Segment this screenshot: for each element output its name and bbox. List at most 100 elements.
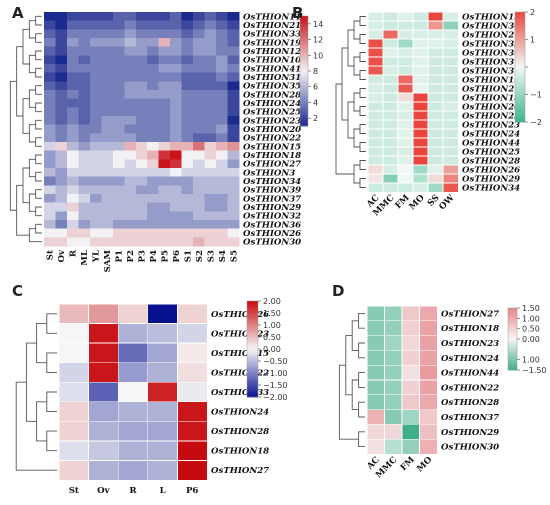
row-dendrogram-c-branch: [46, 352, 57, 373]
heatmap-cell-a: [147, 194, 160, 203]
row-dendrogram-b-branch: [359, 142, 366, 152]
heatmap-cell-a: [170, 72, 182, 82]
heatmap-cell-a: [66, 150, 79, 160]
row-label-a: OsTHION29: [243, 203, 301, 213]
heatmap-cell-a: [101, 98, 114, 108]
heatmap-cell-c: [147, 420, 179, 442]
heatmap-cell-a: [158, 202, 171, 212]
row-dendrogram-a-branch: [28, 54, 36, 74]
heatmap-cell-a: [158, 90, 171, 99]
row-dendrogram-d-branch: [351, 320, 359, 351]
heatmap-cell-a: [112, 29, 125, 39]
heatmap-cell-a: [44, 211, 56, 221]
heatmap-cell-d: [384, 350, 403, 366]
row-label-c: OsTHION15: [211, 349, 269, 359]
colorbar-segment-a: [300, 54, 308, 58]
row-label-d: OsTHION37: [441, 413, 499, 423]
column-label-a: S5: [229, 250, 239, 262]
column-label-a: P2: [126, 250, 136, 262]
colorbar-segment-c: [247, 320, 258, 323]
heatmap-cell-a: [135, 72, 148, 82]
column-label-a: ML: [80, 250, 90, 266]
heatmap-cell-a: [204, 46, 217, 56]
colorbar-tick-label-b: 1: [530, 36, 535, 45]
heatmap-cell-a: [147, 142, 160, 151]
row-dendrogram-b-branch: [353, 56, 360, 76]
heatmap-cell-b: [412, 110, 429, 121]
colorbar-segment-b: [515, 89, 525, 93]
heatmap-cell-b: [412, 47, 429, 58]
row-dendrogram-b-branch: [359, 52, 366, 62]
heatmap-cell-b: [382, 56, 399, 67]
colorbar-segment-d: [508, 329, 517, 332]
panel-label-a: A: [12, 4, 24, 22]
heatmap-cell-a: [89, 81, 102, 91]
colorbar-segment-b: [515, 14, 525, 18]
heatmap-cell-a: [78, 90, 91, 99]
heatmap-cell-a: [78, 116, 91, 125]
colorbar-tick-label-c: 0.00: [263, 345, 281, 354]
row-dendrogram-a-branch: [35, 85, 42, 95]
heatmap-cell-a: [158, 12, 171, 21]
row-dendrogram-a-branch: [9, 80, 17, 211]
heatmap-cell-b: [367, 65, 384, 76]
column-label-a: P6: [172, 250, 182, 262]
heatmap-cell-b: [397, 164, 414, 175]
heatmap-cell-a: [101, 150, 114, 160]
heatmap-cell-a: [135, 211, 148, 221]
colorbar-segment-b: [515, 86, 525, 90]
heatmap-cell-a: [101, 211, 114, 221]
heatmap-panel-d: D OsTHION27 OsTHION18 OsTHION23 OsTHION24 OsT…: [332, 282, 547, 480]
heatmap-cell-c: [58, 303, 90, 325]
colorbar-segment-c: [247, 325, 258, 328]
heatmap-cell-a: [193, 29, 205, 39]
row-label-b: OsTHION32: [462, 40, 520, 50]
heatmap-cell-a: [124, 90, 137, 99]
heatmap-cell-b: [382, 119, 399, 130]
heatmap-cell-a: [147, 159, 160, 169]
colorbar-tick-label-c: 1.00: [263, 321, 281, 330]
column-label-a: P4: [149, 250, 159, 262]
heatmap-cell-a: [89, 202, 102, 212]
heatmap-cell-b: [367, 119, 384, 130]
heatmap-cell-b: [367, 74, 384, 85]
heatmap-cell-a: [181, 211, 194, 221]
heatmap-cell-b: [427, 182, 444, 193]
heatmap-cell-a: [78, 228, 91, 238]
heatmap-cell-a: [170, 81, 182, 91]
colorbar-segment-b: [515, 100, 525, 104]
heatmap-cell-a: [135, 176, 148, 186]
heatmap-cell-c: [147, 381, 179, 403]
heatmap-cell-a: [44, 98, 56, 108]
row-label-b: OsTHION26: [462, 166, 520, 176]
heatmap-cell-a: [170, 38, 182, 47]
colorbar-segment-d: [508, 312, 517, 315]
heatmap-cell-a: [158, 237, 171, 247]
colorbar-segment-c: [247, 341, 258, 345]
heatmap-cell-b: [397, 173, 414, 184]
heatmap-cell-a: [227, 64, 240, 73]
heatmap-cell-b: [442, 128, 459, 139]
heatmap-cell-a: [55, 90, 68, 99]
heatmap-cell-a: [55, 211, 68, 221]
row-dendrogram-a-branch: [35, 154, 42, 165]
heatmap-cell-a: [44, 107, 56, 117]
heatmap-cell-a: [89, 228, 102, 238]
colorbar-segment-d: [508, 308, 517, 310]
row-label-d: OsTHION28: [441, 398, 499, 408]
heatmap-cell-a: [170, 90, 182, 99]
heatmap-cell-a: [147, 124, 160, 134]
heatmap-cell-a: [66, 38, 79, 47]
heatmap-cell-b: [367, 110, 384, 121]
colorbar-segment-c: [247, 389, 258, 393]
colorbar-segment-a: [300, 106, 308, 110]
column-label-a: SAM: [103, 250, 113, 273]
heatmap-cell-a: [158, 116, 171, 125]
heatmap-cell-a: [112, 194, 125, 203]
heatmap-cell-a: [44, 81, 56, 91]
colorbar-segment-c: [247, 370, 258, 374]
heatmap-cell-c: [88, 460, 119, 481]
heatmap-cell-a: [78, 159, 91, 169]
colorbar-segment-d: [508, 362, 517, 365]
row-dendrogram-b-branch: [341, 47, 348, 121]
